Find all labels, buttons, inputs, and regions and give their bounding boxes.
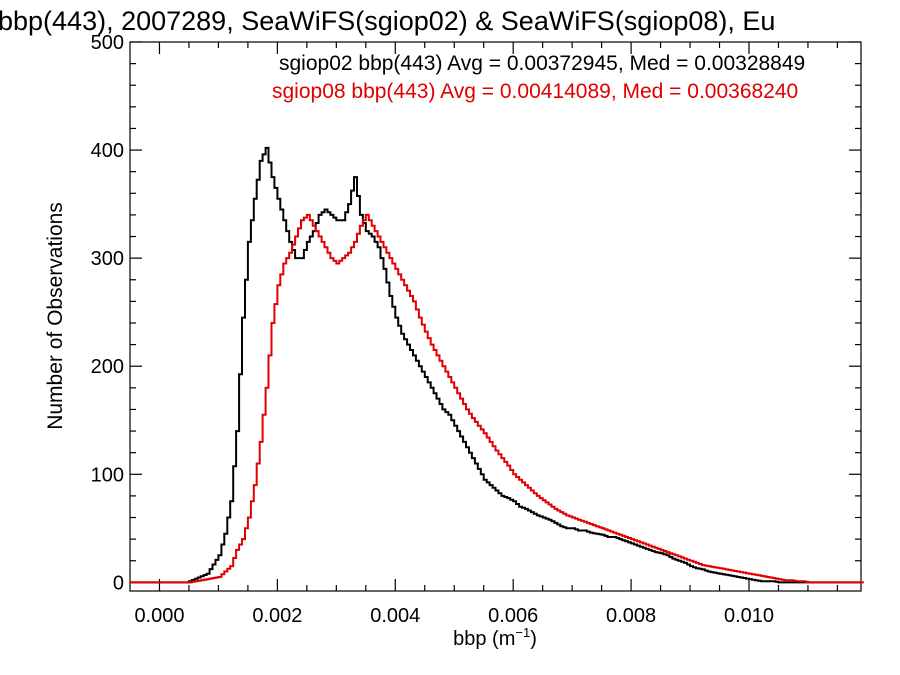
plot-area: 0.000 0.002 0.004 0.006 0.008 0.010 0 100 200 30… <box>91 32 864 627</box>
histogram-series-sgiop02 <box>130 146 861 584</box>
x-tick-label: 0.000 <box>134 605 184 627</box>
x-tick-label: 0.008 <box>606 605 656 627</box>
y-tick-label: 400 <box>91 140 124 162</box>
y-tick-label: 0 <box>113 572 124 594</box>
plot-frame <box>129 41 862 592</box>
y-tick-label: 300 <box>91 248 124 270</box>
series-group <box>130 146 864 584</box>
x-axis-label: bbp (m−1) <box>453 625 537 650</box>
x-axis-ticks: 0.000 0.002 0.004 0.006 0.008 0.010 <box>134 42 839 627</box>
legend: sgiop02 bbp(443) Avg = 0.00372945, Med =… <box>272 52 805 103</box>
y-axis-label: Number of Observations <box>44 202 67 430</box>
y-tick-label: 100 <box>91 464 124 486</box>
x-tick-label: 0.010 <box>724 605 774 627</box>
histogram-series-sgiop08 <box>130 213 864 584</box>
legend-entry-sgiop08: sgiop08 bbp(443) Avg = 0.00414089, Med =… <box>272 80 798 103</box>
y-axis-ticks: 0 100 200 300 400 500 <box>91 32 861 594</box>
y-tick-label: 500 <box>91 32 124 54</box>
x-tick-label: 0.006 <box>488 605 538 627</box>
x-axis-label-superscript: −1 <box>515 625 530 640</box>
x-tick-label: 0.004 <box>370 605 420 627</box>
x-axis-label-main: bbp (m <box>453 628 515 650</box>
x-axis-label-close: ) <box>530 628 537 650</box>
x-tick-label: 0.002 <box>252 605 302 627</box>
chart-title: bbp(443), 2007289, SeaWiFS(sgiop02) & Se… <box>0 6 775 36</box>
legend-entry-sgiop02: sgiop02 bbp(443) Avg = 0.00372945, Med =… <box>279 52 805 75</box>
y-tick-label: 200 <box>91 356 124 378</box>
